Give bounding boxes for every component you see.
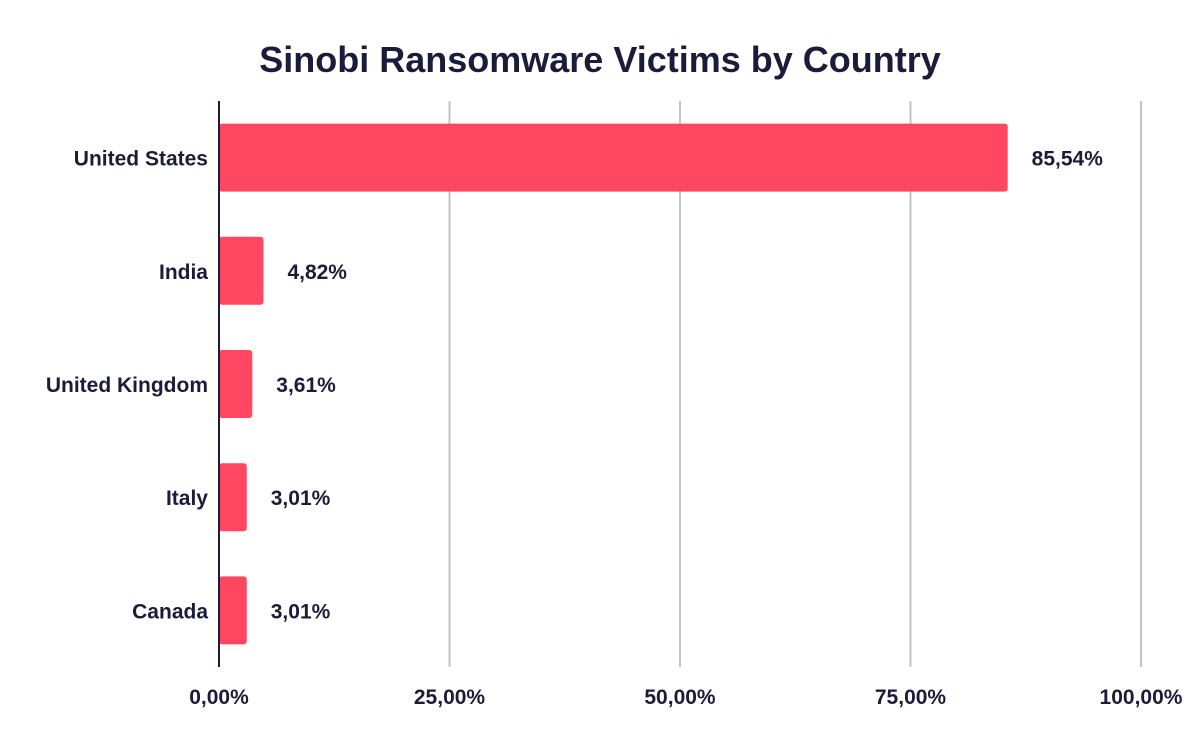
category-label: Italy xyxy=(166,487,208,510)
bar xyxy=(219,576,247,645)
x-tick-label: 50,00% xyxy=(644,686,716,709)
gridlines xyxy=(448,101,1142,667)
value-labels: 85,54% 4,82% 3,61% 3,01% 3,01% xyxy=(271,148,1103,624)
value-label: 4,82% xyxy=(287,261,347,284)
bar xyxy=(219,350,253,418)
value-label: 85,54% xyxy=(1032,148,1104,171)
category-labels: United States India United Kingdom Italy Can… xyxy=(46,148,208,624)
bar xyxy=(219,236,264,305)
category-label: United States xyxy=(74,148,208,171)
bar xyxy=(219,123,1008,192)
value-label: 3,61% xyxy=(276,374,336,397)
x-tick-label: 75,00% xyxy=(875,686,947,709)
category-label: India xyxy=(159,261,208,284)
x-tick-label: 100,00% xyxy=(1100,686,1183,709)
value-label: 3,01% xyxy=(271,600,331,623)
bars xyxy=(219,123,1008,645)
value-label: 3,01% xyxy=(271,487,331,510)
x-tick-label: 25,00% xyxy=(414,686,486,709)
x-tick-labels: 0,00% 25,00% 50,00% 75,00% 100,00% xyxy=(189,686,1183,709)
category-label: United Kingdom xyxy=(46,374,208,397)
category-label: Canada xyxy=(132,600,208,623)
chart-title: Sinobi Ransomware Victims by Country xyxy=(259,39,941,80)
x-tick-label: 0,00% xyxy=(189,686,249,709)
bar xyxy=(219,463,247,532)
